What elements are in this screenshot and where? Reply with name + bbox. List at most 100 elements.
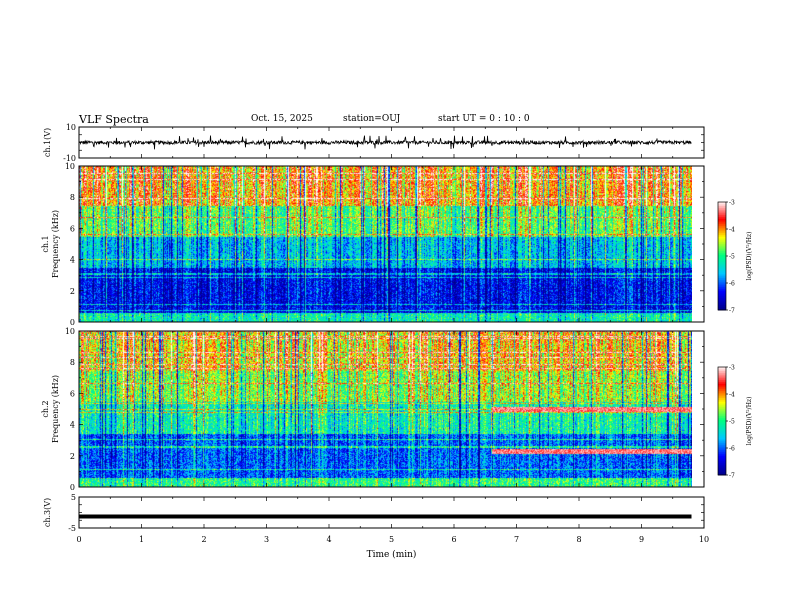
ch1-spectrogram-colorbar-tick-label: -3 [729,200,735,207]
ch1-spectrogram-ytick-label: 0 [70,318,75,327]
ch1-spectrogram-colorbar-segment [718,239,726,243]
ch2-spectrogram-colorbar-segment [718,446,726,449]
ch2-spectrogram-colorbar-segment [718,394,726,397]
ch3-signal-frame [78,496,705,529]
ch2-spectrogram-colorbar-segment [718,462,726,465]
ch2-spectrogram-colorbar-segment [718,426,726,429]
ch2-spectrogram-colorbar-segment [718,408,726,411]
ch1-spectrogram-colorbar-segment [718,304,726,307]
ch2-spectrogram-colorbar-segment [718,448,726,451]
ch2-spectrogram-colorbar-segment [718,417,726,420]
ch2-spectrogram-colorbar-tick-label: -5 [729,419,735,426]
ch2-spectrogram-colorbar-segment [718,428,726,431]
ch2-spectrogram-colorbar-segment [718,458,726,462]
ch2-spectrogram-colorbar-segment [718,372,726,375]
ch2-spectrogram-colorbar-segment [718,449,726,453]
ch1-spectrogram-colorbar-segment [718,243,726,246]
ch2-spectrogram-colorbar-segment [718,383,726,386]
ch2-spectrogram-colorbar-segment [718,404,726,408]
ch1-spectrogram-colorbar-segment [718,218,726,221]
station-label: station=OUJ [343,114,401,124]
ch3-ytick-label: -5 [68,524,76,533]
ch2-spectrogram-colorbar-segment [718,433,726,436]
ch2-spectrogram-colorbar-segment [718,466,726,469]
ch2-spectrogram-colorbar-segment [718,399,726,402]
ch2-spectrogram-colorbar-label: log(PSD)(V²/Hz) [746,397,753,446]
ch1-spectrogram-colorbar-segment [718,209,726,212]
ch2-spectrogram-ytick-label: 4 [70,421,75,430]
date-label: Oct. 15, 2025 [251,114,313,124]
ch2-spectrogram-ytick-label: 0 [70,483,75,492]
ch2-spectrogram-colorbar-segment [718,370,726,373]
ch1-spectrogram-colorbar-segment [718,252,726,255]
ch2-spectrogram-colorbar-segment [718,397,726,400]
ch1-spectrogram-colorbar-segment [718,248,726,252]
ch2-spectrogram-colorbar-segment [718,444,726,447]
ch2-spectrogram-colorbar-tick-label: -4 [729,392,735,399]
ch1-spectrogram-colorbar-segment [718,286,726,289]
ch2-spectrogram-colorbar-segment [718,451,726,454]
ch2-spectrogram-colorbar-segment [718,412,726,415]
ch2-spectrogram-colorbar-segment [718,469,726,472]
ch1-ytick-label: -10 [63,154,76,163]
ch1-spectrogram-colorbar-tick-label: -7 [729,308,735,315]
ch2-spectrogram-colorbar-segment [718,440,726,444]
ch2-spectrogram-colorbar-segment [718,435,726,438]
ch2-spectrogram-colorbar-segment [718,431,726,435]
ch1-spectrogram-colorbar-segment [718,227,726,230]
ch1-spectrogram-colorbar-segment [718,238,726,241]
ch1-spectrogram-colorbar-segment [718,247,726,250]
ch1-spectrogram-colorbar-segment [718,301,726,304]
ch2-spectrogram-colorbar-segment [718,379,726,382]
ch2-spectrogram-colorbar-segment [718,424,726,427]
ch2-spectrogram-colorbar-segment [718,390,726,393]
ch1-waveform-line [79,135,692,150]
ch2-spectrogram-colorbar-segment [718,430,726,433]
ch2-spectrogram-colorbar-segment [718,392,726,395]
ch1-spectrogram-colorbar-segment [718,274,726,277]
ch1-spectrogram-colorbar-segment [718,212,726,216]
ch2-spectrogram-colorbar-segment [718,453,726,456]
time-xtick-label: 9 [639,535,644,544]
time-xtick-label: 10 [699,535,709,544]
ch2-spectrogram-ytick-label: 10 [65,327,75,336]
ch2-spectrogram-colorbar-segment [718,473,726,476]
ch2-spectrogram-colorbar-segment [718,376,726,379]
ch2-spectrogram-colorbar-segment [718,386,726,390]
ch1-spectrogram-colorbar-segment [718,284,726,288]
time-xtick-label: 8 [576,535,581,544]
ch3-ylabel: ch.3(V) [43,498,52,527]
ch2-spectrogram-colorbar-segment [718,374,726,377]
ch1-spectrogram-colorbar-segment [718,254,726,257]
ch1-spectrogram-colorbar-segment [718,220,726,223]
ch1-spectrogram-colorbar-segment [718,308,726,311]
ch1-spectrogram-colorbar-segment [718,272,726,275]
ch1-spectrogram-colorbar-segment [718,221,726,225]
ch1-spectrogram-colorbar-tick-label: -6 [729,281,735,288]
time-xtick-label: 5 [389,535,394,544]
time-xtick-label: 7 [514,535,519,544]
ch1-spectrogram-colorbar-segment [718,270,726,273]
ch2-spectrogram-colorbar-segment [718,410,726,413]
ch1-spectrogram-colorbar-segment [718,257,726,261]
ch1-spectrogram-colorbar-segment [718,203,726,207]
ch1-spectrogram-ytick-label: 10 [65,162,75,171]
ch1-spectrogram-colorbar-segment [718,234,726,237]
ch1-spectrogram-colorbar-segment [718,268,726,271]
ch2-spectrogram-ytick-label: 2 [70,452,75,461]
ch2-spectrogram-ytick-label: 8 [70,358,75,367]
ch2-spectrogram-colorbar-segment [718,381,726,384]
ch1-spectrogram-colorbar-tick-label: -4 [729,227,735,234]
time-xtick-label: 6 [451,535,456,544]
ch1-ylabel: ch.1(V) [43,128,52,157]
ch2-spectrogram-colorbar-segment [718,455,726,458]
ch1-spectrogram-ytick-label: 8 [70,193,75,202]
ch2-spectrogram-colorbar-tick-label: -6 [729,446,735,453]
ch1-spectrogram-colorbar-segment [718,265,726,268]
ch2-spectrogram-colorbar-segment [718,464,726,467]
ch2-spectrogram-colorbar-segment [718,377,726,381]
ch1-spectrogram-colorbar-segment [718,290,726,293]
ch1-spectrogram-ylabel-channel: ch.1 [41,235,50,252]
ch1-spectrogram-ytick-label: 6 [70,224,75,233]
